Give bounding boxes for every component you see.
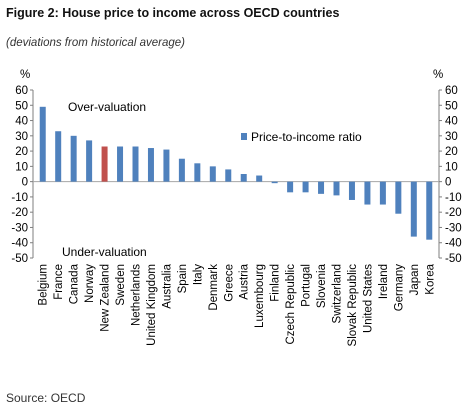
bar — [86, 140, 93, 182]
bar — [271, 181, 278, 184]
bar — [379, 181, 386, 205]
category-label: Ireland — [378, 264, 390, 299]
category-label: Luxembourg — [254, 264, 266, 328]
category-label: United Kingdom — [146, 264, 158, 346]
category-label: Belgium — [38, 264, 50, 306]
y-tick-label-right: -20 — [445, 207, 462, 219]
over-valuation-annotation: Over-valuation — [68, 100, 146, 114]
bar — [333, 181, 340, 196]
category-label: Denmark — [208, 264, 220, 311]
category-label: Finland — [270, 264, 282, 302]
category-label: United States — [362, 264, 374, 333]
bar — [256, 175, 263, 182]
bar — [209, 166, 216, 182]
y-tick-label-right: 40 — [445, 116, 458, 128]
category-label: Japan — [409, 264, 421, 295]
y-tick-label-left: 20 — [15, 146, 28, 158]
bar — [240, 174, 247, 182]
category-label: Greece — [223, 264, 235, 302]
bar — [194, 163, 201, 182]
category-label: Slovenia — [316, 263, 328, 308]
y-tick-label-left: -10 — [11, 192, 28, 204]
category-label: Slovak Republic — [347, 264, 359, 347]
category-label: Austria — [239, 263, 251, 299]
category-label: Switzerland — [332, 264, 344, 323]
y-unit-left: % — [20, 69, 30, 81]
y-tick-label-left: 0 — [22, 177, 28, 189]
y-tick-label-right: 20 — [445, 146, 458, 158]
category-label: France — [53, 264, 65, 300]
y-tick-label-left: -40 — [11, 238, 28, 250]
bar — [163, 149, 170, 182]
y-tick-label-right: -50 — [445, 253, 462, 265]
bar — [225, 169, 232, 182]
category-label: Spain — [177, 264, 189, 293]
category-label: Korea — [424, 263, 436, 294]
bar — [287, 181, 294, 193]
y-tick-label-right: -40 — [445, 238, 462, 250]
bar — [364, 181, 371, 205]
bar — [426, 181, 433, 240]
bar — [395, 181, 402, 214]
bar — [178, 158, 185, 182]
y-unit-right: % — [433, 69, 443, 81]
category-label: Canada — [69, 263, 81, 304]
legend-label: Price-to-income ratio — [251, 130, 362, 144]
bar — [410, 181, 417, 237]
y-tick-label-left: -50 — [11, 253, 28, 265]
category-label: Australia — [161, 263, 173, 308]
category-label: Norway — [84, 264, 96, 303]
y-tick-label-right: 60 — [445, 85, 458, 97]
bar — [318, 181, 325, 194]
category-label: Portugal — [301, 264, 313, 307]
bar — [101, 146, 108, 182]
y-tick-label-left: 30 — [15, 131, 28, 143]
category-labels: Belgium France Canada Norway New Zealand Swed… — [38, 263, 437, 346]
bar — [302, 181, 309, 193]
bar — [132, 146, 139, 182]
y-tick-label-right: 50 — [445, 100, 458, 112]
y-tick-label-left: 60 — [15, 85, 28, 97]
y-tick-label-left: -20 — [11, 207, 28, 219]
y-tick-label-right: 30 — [445, 131, 458, 143]
bar — [117, 146, 124, 182]
chart-title: Figure 2: House price to income across O… — [6, 6, 339, 20]
y-axis-left: 60 50 40 30 20 10 0 -10 -20 -30 -40 -50 — [11, 85, 34, 265]
bar — [39, 106, 46, 182]
category-label: Germany — [393, 264, 405, 312]
y-tick-label-right: -30 — [445, 222, 462, 234]
bar — [55, 131, 62, 182]
y-tick-label-right: -10 — [445, 192, 462, 204]
legend: Price-to-income ratio — [241, 130, 362, 144]
under-valuation-annotation: Under-valuation — [62, 245, 147, 259]
category-label: Netherlands — [131, 264, 143, 326]
legend-swatch — [241, 133, 247, 140]
y-tick-label-right: 10 — [445, 161, 458, 173]
y-tick-label-left: 50 — [15, 100, 28, 112]
bar — [348, 181, 355, 200]
source-note: Source: OECD — [6, 391, 86, 405]
category-label: New Zealand — [100, 264, 112, 332]
chart-subtitle: (deviations from historical average) — [6, 37, 185, 49]
y-axis-right: 60 50 40 30 20 10 0 -10 -20 -30 -40 -50 — [438, 85, 462, 265]
bar — [70, 135, 77, 182]
y-tick-label-left: -30 — [11, 222, 28, 234]
y-tick-label-left: 10 — [15, 161, 28, 173]
y-tick-label-left: 40 — [15, 116, 28, 128]
bar-series — [33, 106, 439, 240]
bar — [147, 148, 154, 182]
category-label: Czech Republic — [285, 264, 297, 345]
y-tick-label-right: 0 — [445, 177, 451, 189]
category-label: Sweden — [115, 264, 127, 306]
category-label: Italy — [192, 264, 204, 285]
